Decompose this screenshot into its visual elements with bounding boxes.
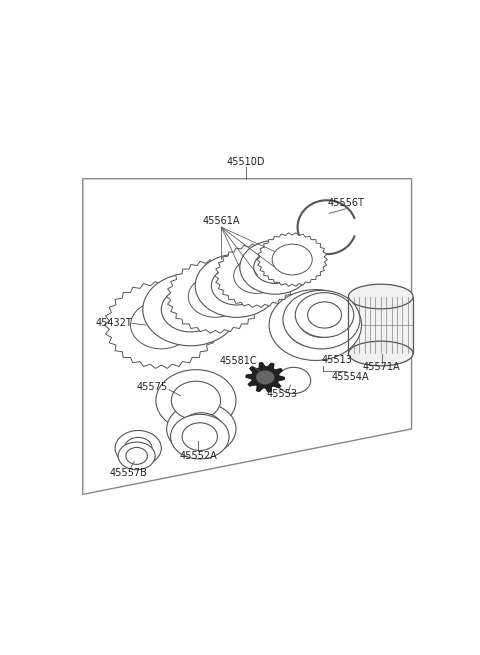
Text: 45553: 45553 [267,389,298,400]
Text: 45432T: 45432T [95,318,132,328]
Text: 45556T: 45556T [328,198,364,208]
Ellipse shape [143,273,238,346]
Ellipse shape [269,290,361,360]
Ellipse shape [286,303,345,347]
Polygon shape [104,282,218,368]
Text: 45513: 45513 [322,354,352,365]
Ellipse shape [118,442,155,470]
Text: 45552A: 45552A [180,451,217,461]
Ellipse shape [182,422,217,451]
Ellipse shape [170,415,229,459]
Polygon shape [246,362,285,392]
Text: 45561A: 45561A [203,216,240,226]
Ellipse shape [348,341,413,365]
Ellipse shape [195,254,278,317]
Ellipse shape [348,284,413,309]
Ellipse shape [126,447,147,464]
Ellipse shape [240,240,311,294]
Ellipse shape [254,251,297,284]
Text: 45571A: 45571A [363,362,400,372]
Ellipse shape [167,403,236,455]
Text: 45575: 45575 [136,382,168,392]
Polygon shape [167,260,264,333]
Ellipse shape [234,258,280,293]
Ellipse shape [115,430,161,466]
Ellipse shape [156,369,236,431]
Ellipse shape [283,290,360,349]
Ellipse shape [180,413,223,445]
Text: 45554A: 45554A [331,372,369,383]
Polygon shape [215,244,299,307]
Ellipse shape [171,381,221,420]
Ellipse shape [256,371,275,384]
Text: 45581C: 45581C [219,356,257,366]
Polygon shape [348,297,413,354]
Ellipse shape [124,438,152,459]
Ellipse shape [161,288,220,332]
Ellipse shape [188,276,242,317]
Ellipse shape [272,244,312,275]
Text: 45510D: 45510D [227,157,265,167]
Polygon shape [83,179,411,495]
Ellipse shape [211,267,262,305]
Ellipse shape [308,302,341,328]
Ellipse shape [299,302,345,337]
Text: 45557B: 45557B [110,468,148,478]
Ellipse shape [131,301,192,349]
Ellipse shape [295,293,354,337]
Polygon shape [257,233,327,286]
Ellipse shape [277,367,311,394]
